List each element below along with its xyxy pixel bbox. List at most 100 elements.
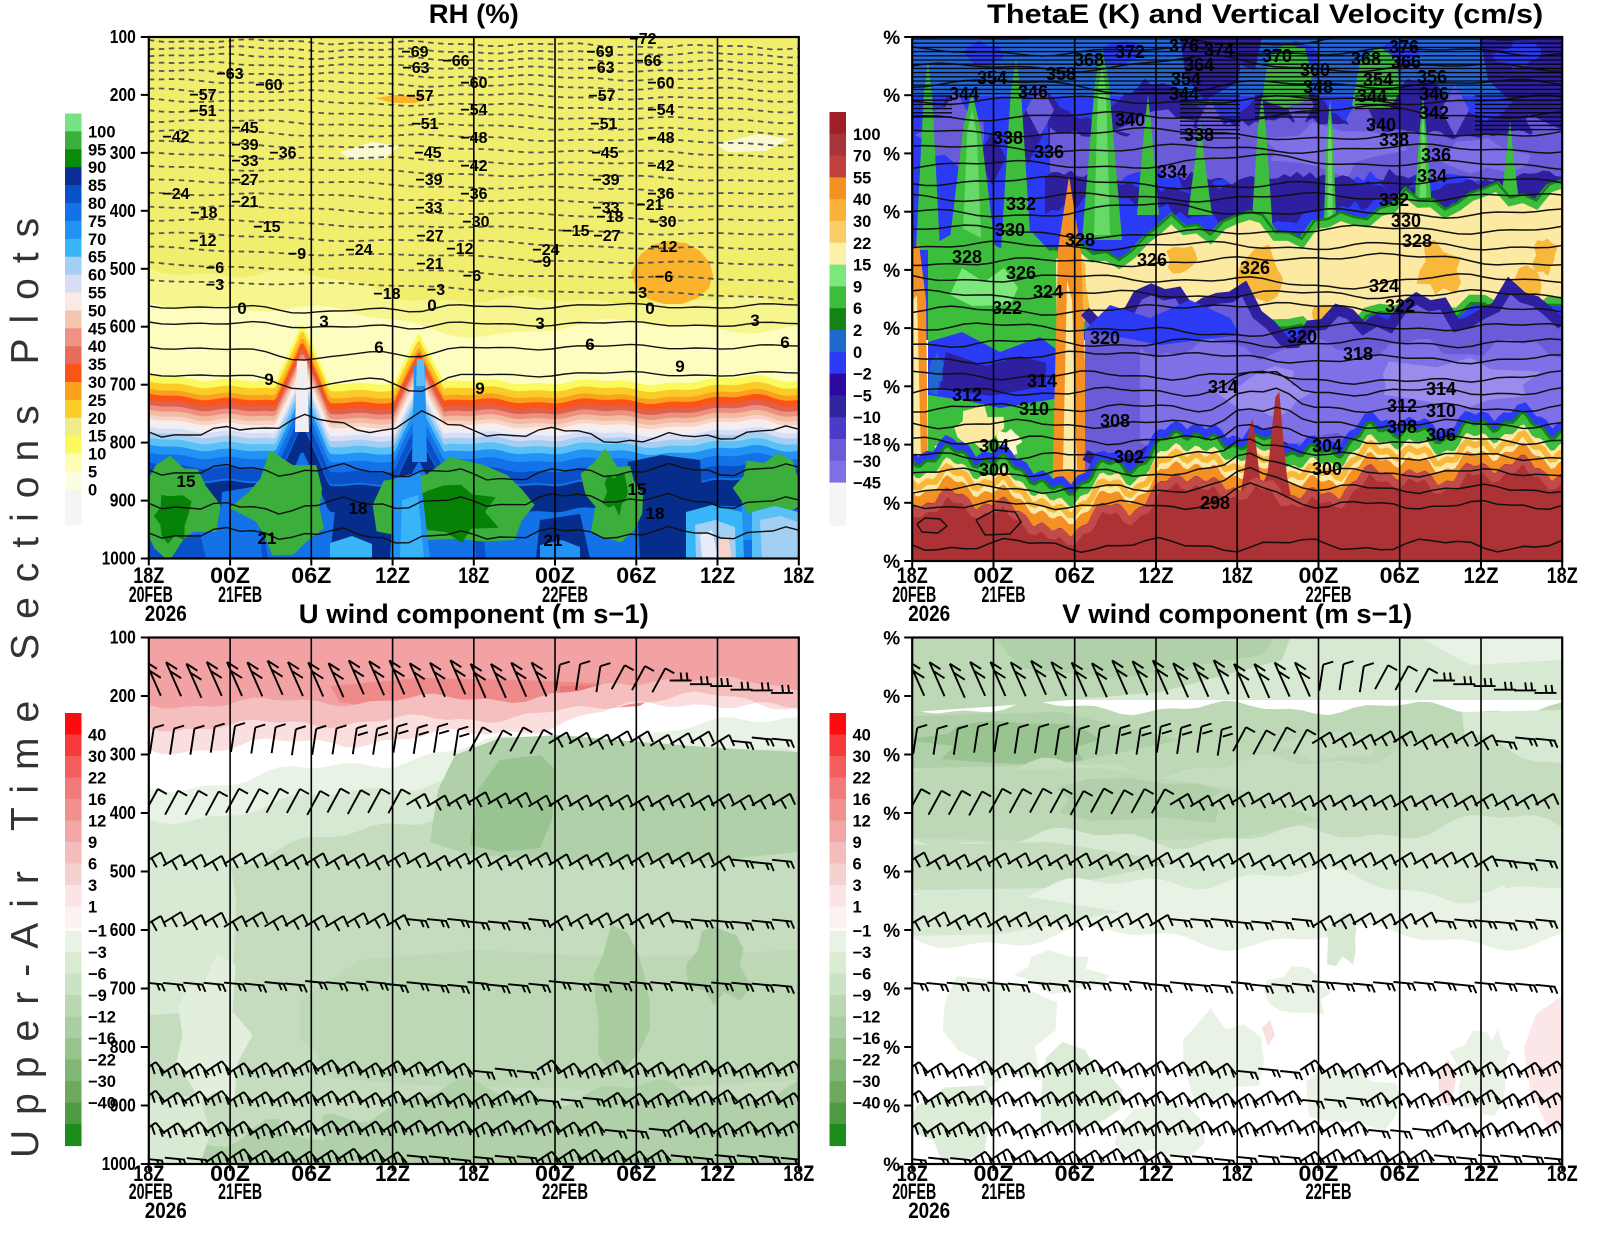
svg-text:−22: −22 [88, 1052, 116, 1070]
svg-text:332: 332 [1006, 194, 1036, 214]
svg-text:18Z: 18Z [1547, 563, 1578, 588]
svg-text:−6: −6 [463, 268, 481, 285]
svg-text:−45: −45 [591, 145, 618, 162]
svg-text:06Z: 06Z [291, 563, 331, 588]
svg-text:100: 100 [853, 126, 881, 144]
svg-text:21FEB: 21FEB [982, 1179, 1026, 1204]
svg-text:−18: −18 [190, 205, 217, 222]
svg-text:−60: −60 [255, 77, 282, 94]
svg-text:−22: −22 [853, 1052, 881, 1070]
svg-text:400: 400 [110, 201, 136, 221]
svg-text:%: % [883, 1038, 900, 1059]
svg-text:6: 6 [585, 335, 594, 354]
svg-text:20FEB: 20FEB [892, 582, 936, 607]
svg-text:−36: −36 [269, 145, 296, 162]
svg-text:06Z: 06Z [1055, 563, 1095, 588]
svg-text:324: 324 [1369, 276, 1399, 296]
svg-text:−30: −30 [853, 453, 881, 471]
svg-text:2026: 2026 [145, 1198, 187, 1223]
svg-text:18Z: 18Z [1222, 1161, 1253, 1186]
svg-text:−48: −48 [647, 130, 674, 147]
svg-text:354: 354 [1171, 69, 1201, 89]
svg-text:−9: −9 [88, 987, 107, 1005]
svg-text:06Z: 06Z [1055, 1161, 1095, 1186]
svg-text:06Z: 06Z [1380, 1161, 1420, 1186]
svg-text:0: 0 [853, 344, 862, 362]
svg-text:2026: 2026 [908, 601, 950, 626]
svg-text:−6: −6 [88, 966, 107, 984]
svg-text:22FEB: 22FEB [542, 1179, 588, 1204]
svg-text:ThetaE (K) and Vertical Veloci: ThetaE (K) and Vertical Velocity (cm/s) [987, 0, 1543, 29]
svg-text:15: 15 [628, 480, 647, 499]
svg-text:−18: −18 [373, 286, 400, 303]
svg-text:−12: −12 [446, 241, 473, 258]
svg-text:304: 304 [979, 436, 1009, 456]
svg-text:368: 368 [1351, 49, 1381, 69]
svg-text:372: 372 [1115, 42, 1145, 62]
svg-text:%: % [883, 86, 900, 107]
svg-text:06Z: 06Z [291, 1161, 331, 1186]
svg-text:400: 400 [110, 803, 136, 823]
svg-text:300: 300 [110, 745, 136, 765]
svg-text:−1: −1 [853, 923, 872, 941]
svg-text:338: 338 [993, 128, 1023, 148]
svg-text:70: 70 [853, 148, 871, 166]
svg-text:22FEB: 22FEB [1306, 1179, 1352, 1204]
svg-text:22FEB: 22FEB [1306, 582, 1352, 607]
svg-text:21FEB: 21FEB [218, 582, 262, 607]
svg-text:310: 310 [1426, 401, 1456, 421]
svg-text:326: 326 [1137, 250, 1167, 270]
svg-text:%: % [883, 203, 900, 224]
svg-text:354: 354 [977, 68, 1007, 88]
svg-text:15: 15 [88, 428, 106, 446]
svg-text:12Z: 12Z [375, 1161, 410, 1186]
svg-text:6: 6 [88, 856, 97, 874]
svg-text:2026: 2026 [145, 601, 187, 626]
svg-text:95: 95 [88, 141, 106, 159]
svg-text:200: 200 [110, 85, 136, 105]
svg-text:200: 200 [110, 686, 136, 706]
svg-text:310: 310 [1019, 399, 1049, 419]
svg-text:30: 30 [88, 748, 106, 766]
svg-text:12Z: 12Z [1464, 1161, 1499, 1186]
svg-text:85: 85 [88, 177, 106, 195]
svg-text:−21: −21 [416, 256, 443, 273]
svg-text:−24: −24 [532, 242, 559, 259]
svg-text:314: 314 [1208, 377, 1238, 397]
svg-text:−21: −21 [231, 194, 258, 211]
svg-text:%: % [883, 980, 900, 1001]
svg-text:322: 322 [992, 298, 1022, 318]
svg-text:00Z: 00Z [974, 1161, 1014, 1186]
svg-text:%: % [883, 552, 900, 573]
svg-text:%: % [883, 494, 900, 515]
svg-text:368: 368 [1074, 50, 1104, 70]
svg-text:300: 300 [1312, 459, 1342, 479]
svg-text:−12: −12 [650, 239, 677, 256]
svg-text:−9: −9 [288, 246, 306, 263]
svg-text:−3: −3 [629, 285, 647, 302]
svg-text:−51: −51 [411, 116, 438, 133]
svg-text:334: 334 [1157, 162, 1187, 182]
svg-text:0: 0 [645, 299, 654, 318]
svg-text:25: 25 [88, 392, 106, 410]
svg-text:%: % [883, 1155, 900, 1176]
svg-text:RH (%): RH (%) [429, 0, 519, 29]
svg-text:−12: −12 [189, 233, 216, 250]
svg-text:314: 314 [1426, 379, 1456, 399]
svg-text:−16: −16 [88, 1030, 116, 1048]
svg-text:3: 3 [88, 877, 97, 895]
svg-text:900: 900 [110, 1096, 136, 1116]
svg-text:−5: −5 [853, 387, 872, 405]
svg-text:22: 22 [88, 770, 106, 788]
svg-text:−66: −66 [442, 53, 469, 70]
svg-text:18: 18 [349, 499, 368, 518]
svg-text:900: 900 [110, 491, 136, 511]
svg-text:328: 328 [952, 247, 982, 267]
svg-text:00Z: 00Z [535, 563, 575, 588]
svg-text:−57: −57 [406, 88, 433, 105]
svg-text:55: 55 [88, 285, 106, 303]
svg-text:18Z: 18Z [133, 1161, 164, 1186]
svg-text:−51: −51 [189, 103, 216, 120]
svg-text:2026: 2026 [908, 1198, 950, 1223]
svg-text:22: 22 [853, 770, 871, 788]
